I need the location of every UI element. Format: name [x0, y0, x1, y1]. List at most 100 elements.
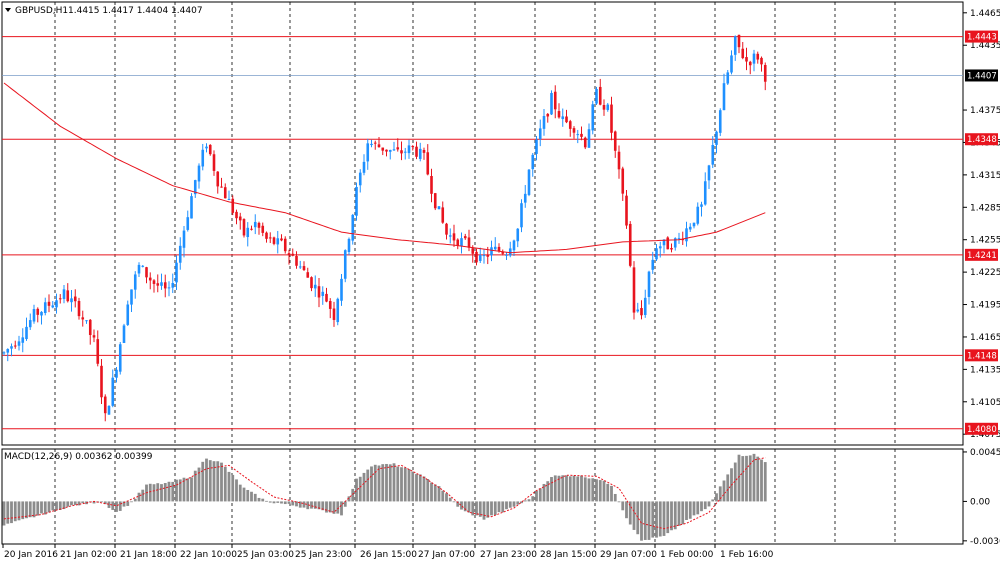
candle-body: [550, 92, 553, 115]
candle-body: [666, 237, 670, 250]
macd-bar: [463, 501, 467, 512]
candle-body: [430, 176, 433, 194]
x-tick-label: 21 Jan 02:00: [60, 550, 117, 560]
y-tick-label: 1.4225: [970, 268, 1000, 278]
macd-bar: [220, 462, 223, 502]
candle-body: [647, 271, 651, 297]
candle-body: [55, 300, 58, 308]
candle-body: [508, 248, 512, 256]
macd-bar: [388, 464, 392, 502]
macd-panel[interactable]: [1, 448, 964, 545]
candle-body: [313, 284, 317, 289]
level-tag: [965, 349, 998, 362]
macd-bar: [313, 501, 317, 509]
candle-body: [546, 113, 550, 117]
candle-body: [407, 145, 411, 154]
macd-bar: [343, 501, 347, 507]
candle-body: [58, 298, 62, 300]
candle-body: [441, 207, 445, 223]
macd-bar: [703, 501, 707, 510]
macd-bar: [452, 501, 456, 503]
macd-bar: [403, 467, 407, 502]
candle-body: [197, 165, 201, 182]
macd-bar: [250, 491, 253, 502]
candle-body: [163, 282, 167, 289]
candle-body: [703, 181, 707, 205]
candle-body: [6, 349, 10, 353]
macd-bar: [602, 480, 606, 502]
candle-body: [388, 149, 392, 152]
macd-y-tick-label: -0.00361: [970, 537, 1000, 547]
x-tick-label: 28 Jan 15:00: [540, 550, 597, 560]
candle-body: [107, 405, 111, 415]
candle-body: [310, 277, 313, 289]
candle-body: [340, 278, 343, 301]
macd-bar: [32, 501, 36, 518]
candle-body: [96, 339, 100, 364]
macd-bar: [141, 489, 145, 502]
candle-body: [317, 286, 321, 298]
macd-bar: [257, 497, 261, 502]
macd-bar: [272, 501, 276, 504]
macd-bar: [583, 477, 587, 502]
candle-body: [688, 226, 692, 230]
macd-bar: [163, 483, 167, 502]
candle-body: [520, 203, 523, 228]
candle-body: [606, 104, 610, 110]
macd-bar: [276, 501, 280, 503]
candle-body: [295, 255, 298, 266]
x-tick-label: 25 Jan 03:00: [237, 550, 294, 560]
candle-body: [235, 211, 238, 219]
candle-body: [73, 296, 77, 302]
macd-bar: [711, 499, 715, 502]
macd-bar: [58, 501, 62, 510]
candle-body: [748, 61, 752, 66]
macd-bar: [643, 501, 647, 540]
macd-bar: [445, 493, 448, 502]
macd-bar: [25, 501, 28, 519]
macd-bar: [448, 497, 452, 502]
macd-bar: [302, 501, 306, 508]
candle-body: [448, 235, 452, 237]
level-tag: [965, 133, 998, 146]
price-panel[interactable]: [1, 1, 964, 446]
macd-bar: [441, 490, 445, 502]
macd-bar: [422, 476, 426, 502]
macd-title: MACD(12,26,9) 0.00362 0.00399: [4, 452, 153, 462]
macd-bar: [212, 461, 216, 502]
macd-bar: [370, 466, 373, 502]
candle-body: [287, 253, 291, 256]
candle-body: [621, 168, 625, 194]
candle-body: [516, 228, 520, 242]
candle-body: [100, 365, 103, 398]
macd-bar: [756, 456, 760, 502]
macd-bar: [565, 475, 568, 502]
candle-body: [700, 204, 703, 207]
candle-body: [640, 308, 643, 316]
macd-bar: [512, 501, 516, 507]
candle-body: [32, 309, 36, 322]
candle-body: [595, 88, 598, 104]
candle-body: [85, 320, 88, 322]
macd-bar: [482, 501, 486, 520]
candle-body: [482, 255, 486, 257]
candle-body: [460, 238, 463, 246]
macd-bar: [385, 463, 388, 502]
macd-bar: [632, 501, 636, 530]
candle-body: [741, 48, 745, 59]
candle-body: [122, 325, 126, 343]
macd-bar: [73, 501, 77, 505]
candle-body: [186, 217, 190, 230]
macd-bar: [366, 469, 370, 502]
macd-bar: [66, 501, 70, 507]
macd-bar: [190, 477, 193, 502]
candle-body: [250, 228, 253, 230]
candle-body: [602, 105, 606, 110]
macd-bar: [598, 480, 602, 502]
dropdown-triangle-icon[interactable]: [5, 8, 11, 12]
macd-bar: [291, 501, 295, 506]
y-tick-label: 1.4465: [970, 9, 1000, 19]
x-tick-label: 1 Feb 00:00: [660, 550, 714, 560]
candle-body: [36, 308, 40, 315]
